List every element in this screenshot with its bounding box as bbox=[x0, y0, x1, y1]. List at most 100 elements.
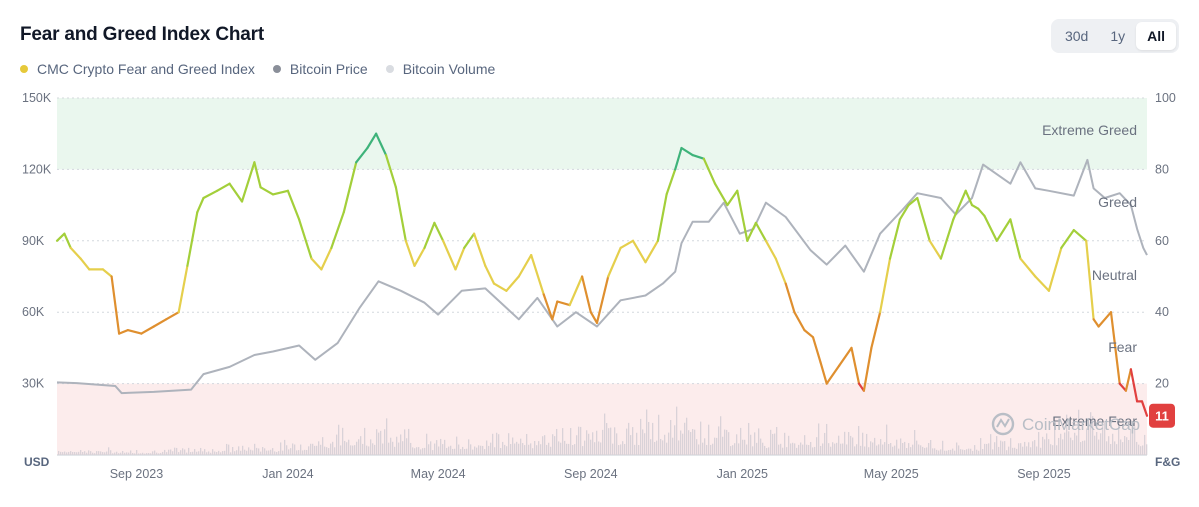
volume-bar bbox=[562, 428, 564, 455]
volume-bar bbox=[622, 441, 624, 455]
volume-bar bbox=[506, 446, 508, 455]
chart-title: Fear and Greed Index Chart bbox=[20, 24, 264, 45]
volume-bar bbox=[980, 438, 982, 455]
volume-bar bbox=[266, 450, 268, 455]
volume-bar bbox=[1032, 441, 1034, 455]
fear-greed-segment bbox=[1060, 229, 1075, 249]
volume-bar bbox=[188, 447, 190, 455]
volume-bar bbox=[742, 439, 744, 455]
fear-greed-segment bbox=[253, 161, 262, 189]
volume-bar bbox=[186, 452, 188, 455]
volume-bar bbox=[1074, 432, 1076, 455]
volume-bar bbox=[338, 424, 340, 455]
volume-bar bbox=[172, 451, 174, 455]
volume-bar bbox=[236, 450, 238, 455]
volume-bar bbox=[758, 428, 760, 455]
volume-bar bbox=[96, 451, 98, 455]
fear-greed-segment bbox=[907, 196, 919, 207]
fear-greed-segment bbox=[970, 204, 980, 210]
volume-bar bbox=[570, 428, 572, 455]
volume-bar bbox=[618, 445, 620, 455]
fear-greed-segment bbox=[101, 268, 113, 278]
fear-greed-segment bbox=[165, 311, 180, 321]
volume-bar bbox=[818, 423, 820, 455]
legend-item-bitcoin-price[interactable]: Bitcoin Price bbox=[272, 61, 368, 77]
volume-bar bbox=[212, 449, 214, 455]
y-left-tick-label: 120K bbox=[22, 162, 52, 176]
y-left-tick-label: 60K bbox=[22, 305, 45, 319]
fear-greed-segment bbox=[1118, 382, 1128, 392]
volume-bar bbox=[452, 448, 454, 455]
volume-bar bbox=[696, 439, 698, 455]
volume-bar bbox=[956, 442, 958, 455]
volume-bar bbox=[864, 446, 866, 455]
volume-bar bbox=[764, 445, 766, 455]
legend-item-bitcoin-volume[interactable]: Bitcoin Volume bbox=[385, 61, 495, 77]
volume-bar bbox=[1142, 445, 1144, 455]
volume-bar bbox=[958, 445, 960, 455]
range-button-1y[interactable]: 1y bbox=[1110, 28, 1126, 44]
volume-bar bbox=[986, 443, 988, 455]
volume-bar bbox=[498, 434, 500, 455]
volume-bar bbox=[1044, 439, 1046, 455]
volume-bar bbox=[286, 445, 288, 455]
volume-bar bbox=[694, 429, 696, 455]
volume-bar bbox=[234, 451, 236, 455]
volume-bar bbox=[204, 449, 206, 455]
volume-bar bbox=[532, 448, 534, 455]
volume-bar bbox=[786, 447, 788, 455]
volume-bar bbox=[894, 445, 896, 455]
volume-bar bbox=[590, 439, 592, 455]
volume-bar bbox=[462, 446, 464, 455]
volume-bar bbox=[814, 446, 816, 455]
fear-greed-segment bbox=[952, 189, 967, 221]
fear-greed-segment bbox=[631, 239, 647, 264]
volume-bar bbox=[948, 450, 950, 455]
volume-bar bbox=[1082, 440, 1084, 455]
volume-bar bbox=[258, 448, 260, 455]
volume-bar bbox=[934, 448, 936, 455]
volume-bar bbox=[390, 437, 392, 455]
volume-bar bbox=[730, 446, 732, 455]
volume-bar bbox=[626, 428, 628, 455]
volume-bar bbox=[882, 444, 884, 455]
volume-bar bbox=[334, 447, 336, 455]
fear-greed-segment bbox=[568, 275, 584, 307]
volume-bar bbox=[152, 451, 154, 455]
volume-bar bbox=[666, 442, 668, 455]
volume-bar bbox=[586, 430, 588, 455]
volume-bar bbox=[254, 443, 256, 455]
fear-greed-segment bbox=[702, 157, 717, 185]
range-button-30d[interactable]: 30d bbox=[1064, 28, 1089, 44]
volume-bar bbox=[636, 432, 638, 455]
volume-bar bbox=[356, 441, 358, 455]
fear-greed-segment bbox=[1019, 257, 1037, 278]
current-value-badge bbox=[1149, 403, 1175, 428]
volume-bar bbox=[872, 442, 874, 455]
volume-bar bbox=[472, 449, 474, 455]
volume-bar bbox=[216, 452, 218, 455]
volume-bar bbox=[134, 453, 136, 455]
volume-bar bbox=[1108, 436, 1110, 455]
volume-bar bbox=[846, 444, 848, 455]
fear-greed-segment bbox=[736, 189, 749, 242]
volume-bar bbox=[662, 440, 664, 455]
volume-bar bbox=[1086, 428, 1088, 455]
volume-bar bbox=[762, 442, 764, 455]
volume-bar bbox=[1024, 441, 1026, 455]
fear-greed-segment bbox=[983, 214, 998, 242]
volume-bar bbox=[480, 445, 482, 455]
volume-bar bbox=[346, 442, 348, 455]
volume-bar bbox=[718, 426, 720, 455]
volume-bar bbox=[1096, 432, 1098, 455]
volume-bar bbox=[90, 451, 92, 455]
legend-item-fear-greed[interactable]: CMC Crypto Fear and Greed Index bbox=[20, 61, 255, 77]
fear-greed-segment bbox=[589, 311, 599, 324]
volume-bar bbox=[196, 451, 198, 455]
range-button-all[interactable]: All bbox=[1136, 22, 1176, 50]
volume-bar bbox=[584, 440, 586, 455]
volume-bar bbox=[542, 436, 544, 455]
volume-bar bbox=[676, 406, 678, 455]
fear-greed-segment bbox=[259, 186, 275, 196]
